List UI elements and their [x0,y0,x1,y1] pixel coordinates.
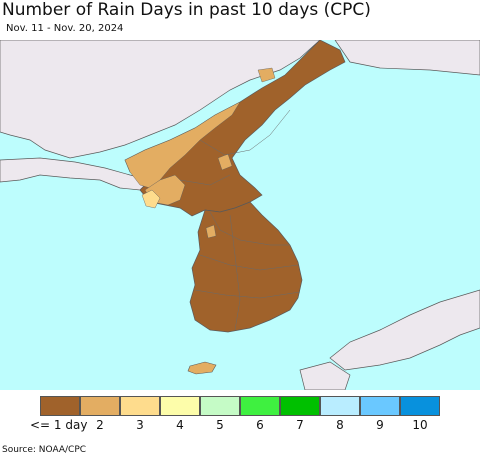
color-legend: <= 1 day 2 3 4 5 6 7 8 9 10 [0,396,480,436]
legend-swatch-4 [160,396,200,416]
japan-kyushu [299,361,351,390]
legend-swatch-10 [400,396,440,416]
zone-2-days-south-west [205,224,217,239]
province-boundaries [179,109,301,331]
zone-3-days-west [141,189,161,209]
liaodong-land [0,157,151,191]
zone-2-days-northeast [257,67,276,83]
south-korea [189,201,303,333]
legend-swatch-3 [120,396,160,416]
china-land [0,40,321,159]
date-range: Nov. 11 - Nov. 20, 2024 [6,23,124,34]
legend-label-7: 7 [296,418,304,432]
legend-swatch-6 [240,396,280,416]
legend-swatch-7 [280,396,320,416]
legend-label-2: 2 [96,418,104,432]
zone-2-days-east [217,153,233,171]
russia-land [334,40,480,76]
zone-2-days-north [124,101,241,189]
legend-label-3: 3 [136,418,144,432]
jeju-island [187,361,217,375]
legend-label-1: <= 1 day [30,418,88,432]
legend-swatch-5 [200,396,240,416]
rain-days-map [0,40,480,390]
japan-land [329,289,480,371]
legend-label-10: 10 [412,418,428,432]
legend-swatch-2 [80,396,120,416]
legend-label-6: 6 [256,418,264,432]
legend-label-5: 5 [216,418,224,432]
map-title: Number of Rain Days in past 10 days (CPC… [2,0,371,20]
legend-label-9: 9 [376,418,384,432]
legend-swatch-1 [40,396,80,416]
legend-label-8: 8 [336,418,344,432]
legend-swatch-9 [360,396,400,416]
legend-swatch-8 [320,396,360,416]
legend-label-4: 4 [176,418,184,432]
source-note: Source: NOAA/CPC [2,445,87,455]
